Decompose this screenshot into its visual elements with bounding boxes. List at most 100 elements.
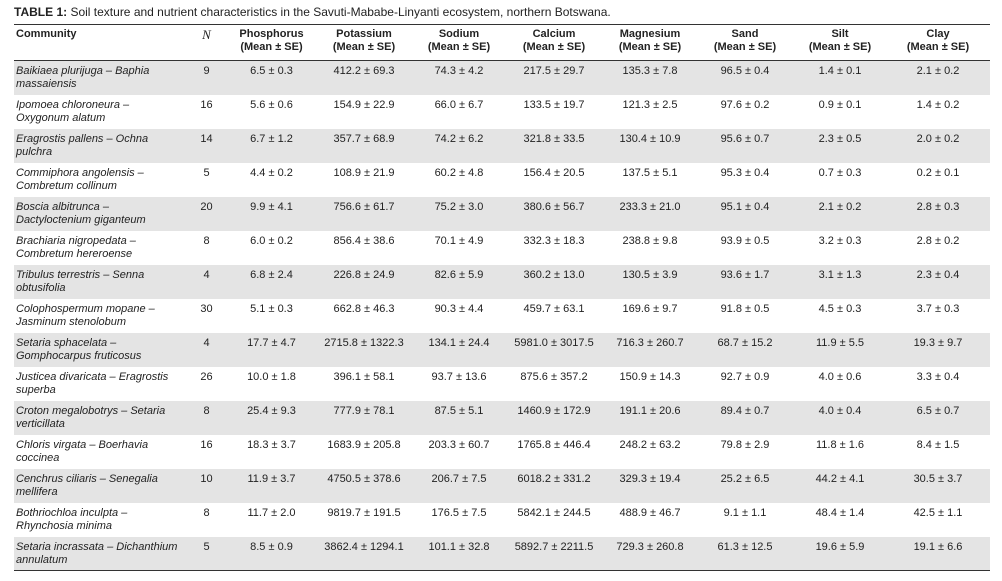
value-cell: 4.0 ± 0.6 [818,370,862,383]
value-cell: 14 [200,132,213,145]
value-cell: 3.2 ± 0.3 [818,234,862,247]
value-cell: 130.4 ± 10.9 [619,132,681,145]
table-row: Bothriochloa inculpta – Rhynchosia minim… [14,503,990,537]
value-cell: 2715.8 ± 1322.3 [324,336,404,349]
value-cell: 90.3 ± 4.4 [434,302,484,315]
value-cell: 4.4 ± 0.2 [250,166,293,179]
value-cell: 412.2 ± 69.3 [333,65,395,77]
value-cell: 42.5 ± 1.1 [913,506,963,519]
value-cell: 716.3 ± 260.7 [616,336,684,349]
community-cell: Setaria incrassata – Dichanthium annulat… [16,540,178,566]
value-cell: 3862.4 ± 1294.1 [324,540,404,553]
value-cell: 248.2 ± 63.2 [619,438,681,451]
value-cell: 93.9 ± 0.5 [720,234,770,247]
table-row: Ipomoea chloroneura – Oxygonum alatum 16 5… [14,95,990,129]
table-row: Setaria sphacelata – Gomphocarpus frutic… [14,332,990,367]
value-cell: 75.2 ± 3.0 [434,200,484,213]
value-cell: 233.3 ± 21.0 [619,200,681,213]
value-cell: 135.3 ± 7.8 [622,65,678,77]
value-cell: 4.5 ± 0.3 [818,302,862,315]
value-cell: 360.2 ± 13.0 [523,268,585,281]
column-header: Sodium (Mean ± SE) [414,25,504,61]
column-header: Potassium (Mean ± SE) [314,25,414,61]
value-cell: 89.4 ± 0.7 [720,404,770,417]
value-cell: 2.0 ± 0.2 [916,132,960,145]
column-header: Calcium (Mean ± SE) [504,25,604,61]
value-cell: 856.4 ± 38.6 [333,234,395,247]
value-cell: 238.8 ± 9.8 [622,234,678,247]
value-cell: 95.3 ± 0.4 [720,166,770,179]
community-cell: Brachiaria nigropedata – Combretum herer… [16,234,136,260]
value-cell: 396.1 ± 58.1 [333,370,395,383]
value-cell: 357.7 ± 68.9 [333,132,395,145]
value-cell: 6.0 ± 0.2 [250,234,293,247]
value-cell: 3.7 ± 0.3 [916,302,960,315]
community-cell: Croton megalobotrys – Setaria verticilla… [16,404,166,430]
value-cell: 8 [203,404,210,417]
community-cell: Cenchrus ciliaris – Senegalia mellifera [16,472,158,498]
value-cell: 18.3 ± 3.7 [247,438,296,451]
table-row: Eragrostis pallens – Ochna pulchra 14 6.7 … [14,128,990,163]
value-cell: 3.3 ± 0.4 [916,370,960,383]
header-name: Magnesium [619,28,681,40]
value-cell: 10.0 ± 1.8 [247,370,296,383]
value-cell: 1460.9 ± 172.9 [517,404,591,417]
value-cell: 4750.5 ± 378.6 [327,472,401,485]
value-cell: 5 [203,166,210,179]
value-cell: 93.6 ± 1.7 [720,268,770,281]
value-cell: 11.7 ± 2.0 [247,506,296,519]
header-name: Potassium [336,28,392,40]
table-row: Croton megalobotrys – Setaria verticilla… [14,400,990,435]
table-row: Boscia albitrunca – Dactyloctenium gigan… [14,196,990,231]
value-cell: 6.5 ± 0.3 [250,65,293,77]
value-cell: 321.8 ± 33.5 [523,132,585,145]
value-cell: 74.3 ± 4.2 [434,65,484,77]
community-cell: Baikiaea plurijuga – Baphia massaiensis [16,65,150,90]
value-cell: 176.5 ± 7.5 [431,506,487,519]
value-cell: 875.6 ± 357.2 [520,370,588,383]
value-cell: 48.4 ± 1.4 [815,506,865,519]
value-cell: 5842.1 ± 244.5 [517,506,591,519]
value-cell: 2.1 ± 0.2 [818,200,862,213]
header-sub: (Mean ± SE) [808,41,872,53]
value-cell: 9819.7 ± 191.5 [327,506,401,519]
value-cell: 26 [200,370,213,383]
value-cell: 1.4 ± 0.1 [818,65,862,77]
header-sub: (Mean ± SE) [906,41,970,53]
value-cell: 380.6 ± 56.7 [523,200,585,213]
community-cell: Colophospermum mopane – Jasminum stenolo… [16,302,155,328]
header-sub: (Mean ± SE) [427,41,491,53]
value-cell: 2.8 ± 0.3 [916,200,960,213]
value-cell: 74.2 ± 6.2 [434,132,484,145]
value-cell: 206.7 ± 7.5 [431,472,487,485]
value-cell: 25.2 ± 6.5 [720,472,770,485]
community-cell: Setaria sphacelata – Gomphocarpus frutic… [16,336,142,362]
column-header: Sand (Mean ± SE) [696,25,794,61]
value-cell: 5.1 ± 0.3 [250,302,293,315]
value-cell: 226.8 ± 24.9 [333,268,395,281]
value-cell: 9 [203,65,210,77]
value-cell: 8 [203,506,210,519]
value-cell: 16 [200,98,213,111]
value-cell: 108.9 ± 21.9 [333,166,395,179]
value-cell: 203.3 ± 60.7 [428,438,490,451]
table-head: Community N Phosphorus (Mean ± SE) Potassium… [14,24,990,61]
value-cell: 756.6 ± 61.7 [333,200,395,213]
value-cell: 130.5 ± 3.9 [622,268,678,281]
header-row: Community N Phosphorus (Mean ± SE) Potassium… [14,24,990,61]
header-name: Sand [731,28,759,40]
value-cell: 5 [203,540,210,553]
value-cell: 459.7 ± 63.1 [523,302,585,315]
value-cell: 30.5 ± 3.7 [913,472,963,485]
value-cell: 169.6 ± 9.7 [622,302,678,315]
table-row: Cenchrus ciliaris – Senegalia mellifera 1… [14,468,990,503]
header-sub: (Mean ± SE) [522,41,586,53]
value-cell: 19.3 ± 9.7 [913,336,963,349]
header-name: Silt [831,28,849,40]
value-cell: 91.8 ± 0.5 [720,302,770,315]
table-row: Brachiaria nigropedata – Combretum herer… [14,231,990,265]
community-cell: Eragrostis pallens – Ochna pulchra [16,132,149,158]
header-name: Clay [926,28,950,40]
value-cell: 93.7 ± 13.6 [431,370,487,383]
value-cell: 134.1 ± 24.4 [428,336,490,349]
